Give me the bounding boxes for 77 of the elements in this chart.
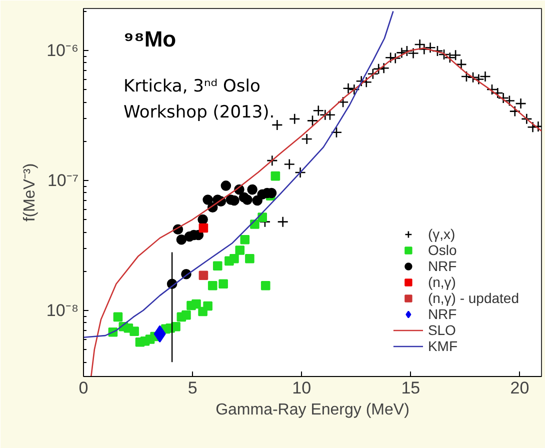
point — [312, 104, 324, 116]
point — [492, 87, 504, 99]
point — [176, 234, 187, 245]
y-tick-label: 10⁻⁷ — [47, 170, 78, 190]
point — [198, 270, 208, 280]
point — [456, 58, 467, 70]
point — [360, 76, 372, 88]
y-axis-title: f(MeV⁻³) — [21, 163, 38, 222]
point — [260, 280, 270, 290]
point — [208, 280, 218, 290]
point — [218, 279, 228, 288]
x-tick-label: 20 — [510, 378, 530, 398]
point — [521, 113, 532, 125]
point — [258, 212, 267, 222]
point — [203, 301, 212, 311]
point — [266, 154, 278, 166]
point — [486, 84, 498, 96]
point — [192, 299, 201, 309]
point — [154, 325, 166, 342]
annotation: ⁹⁸Mo — [124, 26, 176, 52]
x-tick-label: 0 — [78, 378, 88, 398]
point — [424, 42, 436, 54]
point — [130, 326, 139, 336]
x-tick-label: 5 — [188, 378, 198, 398]
x-tick-label: 15 — [401, 378, 420, 398]
point — [220, 180, 232, 191]
annotation: Krticka, 3ⁿᵈ Oslo Workshop (2013). — [124, 76, 275, 122]
line-series — [90, 48, 542, 376]
point — [272, 119, 283, 131]
point — [242, 194, 252, 205]
point — [230, 254, 239, 264]
point — [171, 322, 180, 332]
point — [306, 115, 318, 126]
x-axis-title: Gamma-Ray Energy (MeV) — [216, 402, 410, 418]
point — [342, 82, 354, 94]
legend-label: (γ,x) — [428, 226, 456, 242]
point — [527, 121, 538, 133]
point — [384, 52, 396, 64]
line-series — [84, 10, 394, 338]
point — [198, 214, 208, 225]
point — [198, 223, 208, 233]
legend-label: NRF — [428, 258, 457, 274]
point — [235, 246, 245, 255]
legend-label: (n,γ) — [428, 274, 456, 290]
point — [182, 310, 191, 320]
point — [288, 113, 300, 125]
point — [438, 48, 450, 60]
point — [337, 96, 349, 108]
legend-label: KMF — [428, 338, 458, 354]
point — [504, 95, 516, 106]
point — [247, 184, 258, 195]
point — [202, 194, 213, 205]
point — [467, 72, 479, 84]
legend-label: SLO — [428, 322, 456, 338]
point — [348, 84, 360, 96]
point — [284, 158, 296, 170]
point — [212, 261, 222, 271]
legend-label: NRF — [428, 306, 457, 322]
point — [418, 44, 430, 55]
point — [408, 48, 419, 59]
point — [294, 166, 306, 178]
point — [245, 254, 254, 264]
point — [240, 235, 250, 244]
point — [113, 312, 123, 322]
point — [277, 216, 288, 228]
point — [498, 92, 509, 104]
point — [270, 171, 280, 181]
point — [460, 70, 472, 82]
legend-label: (n,γ) - updated — [428, 290, 519, 306]
x-tick-label: 10 — [292, 378, 312, 398]
legend-label: Oslo — [428, 242, 457, 258]
point — [330, 126, 342, 138]
point — [301, 133, 312, 145]
point — [378, 62, 390, 74]
y-tick-label: 10⁻⁸ — [46, 300, 79, 320]
y-tick-label: 10⁻⁶ — [46, 40, 79, 60]
point — [432, 45, 444, 57]
